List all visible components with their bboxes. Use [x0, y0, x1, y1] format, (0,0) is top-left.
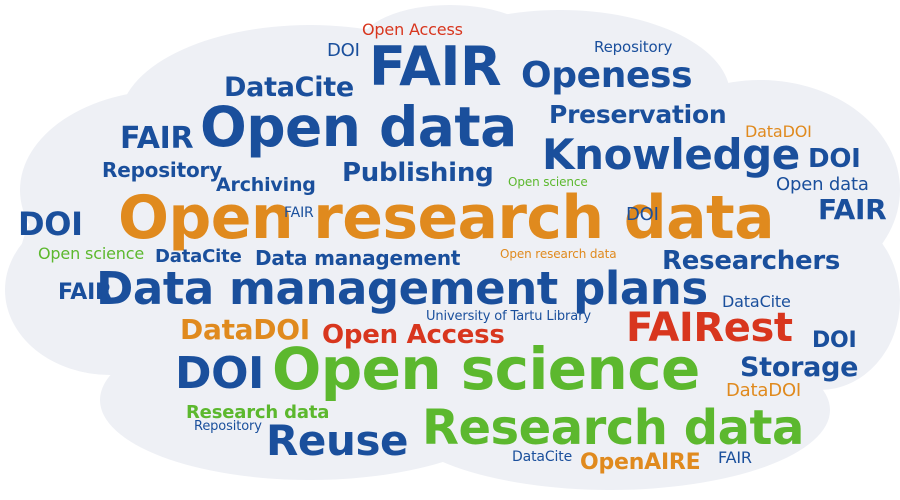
word-reuse: Reuse: [266, 416, 409, 465]
word-doi-center: DOI: [626, 204, 659, 225]
word-doi-left: DOI: [18, 205, 83, 243]
word-datacite-top: DataCite: [224, 72, 354, 103]
word-fair-center: FAIR: [284, 205, 314, 221]
word-openess: Openess: [521, 55, 693, 96]
word-open-data: Open data: [200, 95, 517, 159]
word-fairest: FAIRest: [626, 305, 793, 351]
word-fair-right: FAIR: [818, 193, 887, 226]
word-repository-top: Repository: [594, 38, 673, 56]
word-repository-left: Repository: [102, 158, 222, 182]
word-open-research-data-small: Open research data: [500, 247, 617, 261]
word-knowledge: Knowledge: [542, 130, 800, 179]
word-repository-bottom: Repository: [194, 419, 262, 434]
word-doi-top: DOI: [327, 40, 360, 61]
word-open-access-top: Open Access: [362, 20, 463, 39]
word-datadoi-right: DataDOI: [726, 380, 802, 401]
word-research-data-left: Research data: [186, 402, 330, 423]
word-research-data-large: Research data: [422, 400, 804, 456]
word-datadoi-top: DataDOI: [745, 122, 812, 141]
word-open-science-center: Open science: [508, 175, 588, 189]
word-researchers: Researchers: [662, 246, 841, 276]
word-university-of-tartu-library: University of Tartu Library: [426, 309, 591, 324]
word-datacite-right: DataCite: [722, 292, 791, 311]
word-data-management-mid: Data management: [255, 246, 461, 270]
word-fair-top: FAIR: [369, 35, 502, 98]
word-open-research-data: Open research data: [118, 183, 775, 253]
word-fair-bottom: FAIR: [718, 448, 752, 467]
word-doi-large: DOI: [175, 348, 264, 399]
word-open-data-right: Open data: [776, 174, 869, 195]
word-datacite-mid: DataCite: [155, 246, 242, 267]
word-data-management-plans: Data management plans: [96, 262, 708, 315]
word-open-science-left: Open science: [38, 244, 145, 263]
word-doi-right-low: DOI: [812, 328, 857, 353]
word-fair-left: FAIR: [120, 121, 194, 156]
word-storage: Storage: [740, 352, 859, 383]
word-datacite-bottom: DataCite: [512, 449, 573, 465]
word-open-science: Open science: [272, 335, 700, 403]
word-doi-right: DOI: [808, 144, 861, 174]
word-archiving: Archiving: [216, 174, 316, 196]
word-openaire-bottom: OpenAIRE: [580, 450, 701, 475]
word-fair-left-mid: FAIR: [58, 280, 112, 305]
word-publishing: Publishing: [342, 158, 494, 188]
word-open-access-mid: Open Access: [322, 320, 505, 350]
word-datadoi-mid: DataDOI: [180, 313, 310, 346]
word-preservation: Preservation: [549, 100, 727, 129]
